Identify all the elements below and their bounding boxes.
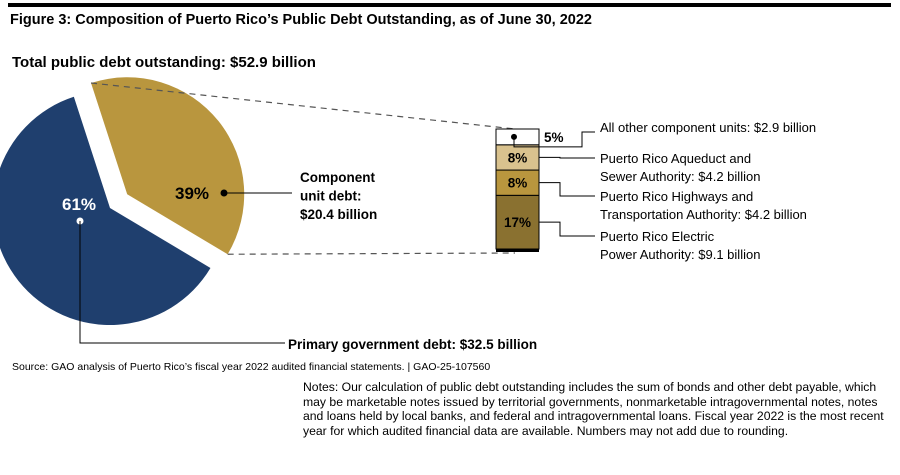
bar-category-label-2: Puerto Rico Aqueduct and Sewer Authority:… [600,151,760,184]
pie-slice-component-units [91,77,245,255]
bar-percent-label-3: 5% [544,130,564,145]
leader-line-bar-1 [539,182,595,197]
pie-percent-primary: 61% [62,195,96,214]
bar-category-label-0: Puerto Rico Electric Power Authority: $9.… [600,229,760,262]
figure-title-bar: Figure 3: Composition of Puerto Rico’s P… [8,3,891,31]
leader-line-bar-2 [539,156,595,159]
connector-dashed-bottom [227,252,516,255]
bar-category-label-1: Puerto Rico Highways and Transportation A… [600,189,807,222]
pie-slice-primary-government [0,96,211,325]
pie-percent-component: 39% [175,184,209,203]
leader-line-primary [79,221,285,344]
primary-debt-label: Primary government debt: $32.5 billion [288,337,537,352]
bar-percent-label-2: 8% [508,150,528,165]
source-note: Source: GAO analysis of Puerto Rico’s fi… [12,361,491,373]
bar-percent-label-0: 17% [504,215,531,230]
bar-base [496,249,539,252]
total-debt-label: Total public debt outstanding: $52.9 bil… [12,54,316,71]
notes-text: Notes: Our calculation of public debt ou… [303,380,884,438]
bar-category-label-3: All other component units: $2.9 billion [600,120,816,135]
leader-line-bar-0 [539,221,595,237]
bar-segment-0 [495,194,540,250]
figure-title: Figure 3: Composition of Puerto Rico’s P… [10,12,592,28]
bar-segment-3 [495,128,540,146]
leader-line-bar-3 [513,131,595,148]
component-debt-label: Component unit debt: $20.4 billion [300,170,377,222]
bar-segment-1 [495,169,540,196]
bar-percent-label-1: 8% [508,176,528,191]
connector-dashed-top [90,82,516,130]
